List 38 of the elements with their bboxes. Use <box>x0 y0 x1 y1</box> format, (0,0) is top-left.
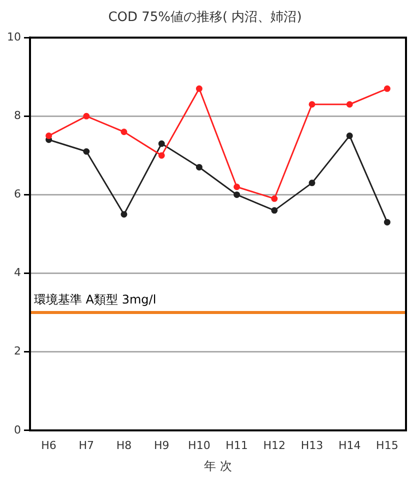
point <box>158 152 165 159</box>
y-tick-label: 6 <box>14 188 21 201</box>
x-tick-label: H15 <box>376 438 398 452</box>
ref-line-label: 環境基準 A類型 3mg/l <box>34 292 156 307</box>
y-tick-label: 8 <box>14 109 21 122</box>
x-tick-label: H13 <box>300 438 324 452</box>
x-tick-label: H6 <box>41 438 56 452</box>
x-tick-label: H8 <box>116 438 132 452</box>
point <box>346 132 353 140</box>
point <box>120 128 128 136</box>
chart-title: COD 75%値の推移( 内沼、姉沼) <box>108 10 302 26</box>
point <box>83 148 90 155</box>
point <box>308 101 316 108</box>
x-axis-title: 年 次 <box>204 458 232 473</box>
point <box>384 218 390 226</box>
y-tick-label: 2 <box>14 344 21 358</box>
point <box>196 85 202 92</box>
x-tick-label: H14 <box>338 438 361 452</box>
x-tick-label: H12 <box>263 438 286 452</box>
y-tick-label: 0 <box>14 423 21 436</box>
x-tick-label: H9 <box>154 438 170 452</box>
point <box>46 132 52 140</box>
y-tick-label: 4 <box>14 266 21 280</box>
point <box>158 140 165 147</box>
point <box>234 191 240 198</box>
point <box>196 164 202 170</box>
y-tick-label: 10 <box>6 30 21 44</box>
x-tick-label: H10 <box>188 438 210 452</box>
point <box>83 112 90 120</box>
x-tick-label: H7 <box>78 438 94 452</box>
point <box>384 85 390 92</box>
point <box>271 195 278 202</box>
point <box>308 180 316 186</box>
x-tick-label: H11 <box>226 438 248 452</box>
point <box>271 207 278 214</box>
point <box>346 101 353 108</box>
point <box>234 184 240 190</box>
point <box>120 211 128 218</box>
